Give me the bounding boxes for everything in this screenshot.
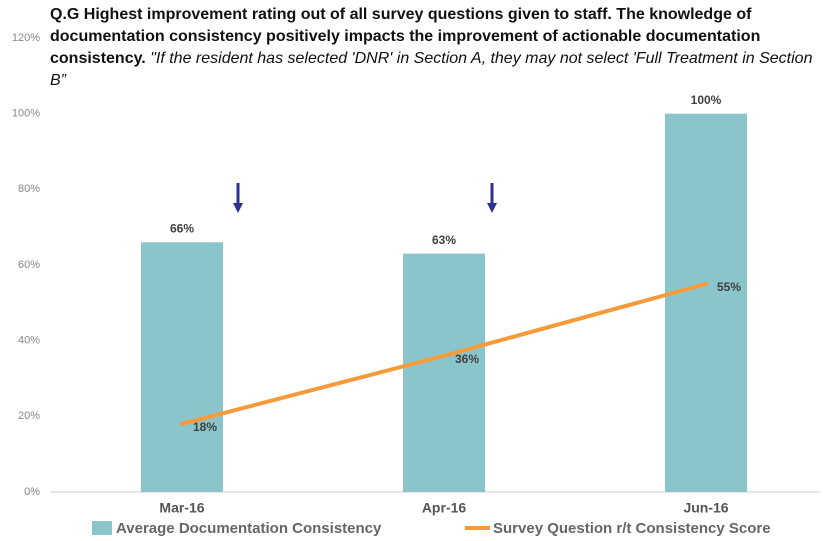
x-tick-label: Jun-16: [683, 500, 728, 516]
data-label: 18%: [193, 420, 217, 434]
x-tick-label: Mar-16: [159, 500, 204, 516]
y-tick-label: 120%: [12, 32, 40, 44]
bar: [665, 113, 747, 493]
arrow: [233, 183, 497, 213]
y-tick-label: 0%: [24, 486, 40, 498]
y-tick-label: 40%: [18, 335, 40, 347]
data-label: 55%: [717, 280, 741, 294]
data-label: 66%: [170, 221, 194, 235]
bar: [141, 242, 223, 492]
header: Q.G Highest improvement rating out of al…: [50, 4, 825, 92]
legend-label: Average Documentation Consistency: [116, 520, 382, 537]
y-tick-label: 20%: [18, 410, 40, 422]
line: [180, 281, 708, 426]
y-tick-label: 80%: [18, 183, 40, 195]
y-tick-label: 100%: [12, 108, 40, 120]
data-label: 100%: [691, 93, 722, 107]
data-label: 63%: [432, 233, 456, 247]
x-tick-label: Apr-16: [422, 500, 467, 516]
data-label: 36%: [455, 352, 479, 366]
y-tick-label: 60%: [18, 259, 40, 271]
legend-swatch: [92, 521, 112, 535]
legend-label: Survey Question r/t Consistency Score: [493, 520, 771, 537]
chart-subtitle: "If the resident has selected 'DNR' in S…: [50, 50, 813, 89]
chart-title: Q.G Highest improvement rating out of al…: [50, 6, 761, 67]
bar: [403, 253, 485, 492]
